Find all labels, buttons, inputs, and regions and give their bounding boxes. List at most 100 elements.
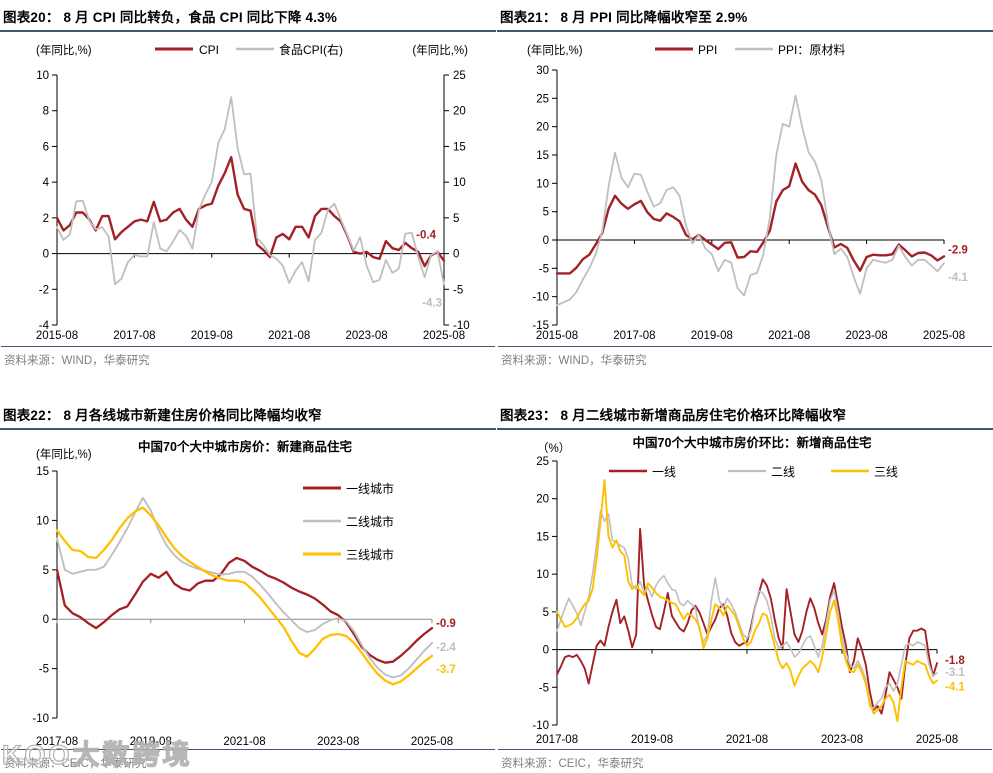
series-end-label: -4.1 bbox=[945, 681, 965, 693]
x-tick-label: 2025-08 bbox=[411, 736, 453, 748]
legend-label: 一线城市 bbox=[346, 481, 394, 496]
legend-label: PPI：原材料 bbox=[778, 43, 845, 57]
chart-panel-house-price-mom: 图表23： 8 月二线城市新增商品房住宅价格环比降幅收窄 中国70个大中城市房价… bbox=[497, 400, 993, 771]
chart-subtitle: 中国70个大中城市房价环比：新增商品住宅 bbox=[633, 435, 872, 450]
series-line-3 bbox=[55, 506, 434, 686]
y-tick-label: 10 bbox=[536, 569, 549, 581]
y-tick-label: 20 bbox=[536, 122, 549, 134]
y-tick-label: 10 bbox=[36, 515, 49, 527]
legend-label: PPI bbox=[698, 43, 717, 57]
y-tick-label: -4 bbox=[39, 320, 50, 332]
x-tick-label: 2017-08 bbox=[36, 736, 78, 748]
y-tick-label: -10 bbox=[453, 320, 470, 332]
y-tick-label: 6 bbox=[43, 141, 49, 153]
y-tick-label: 5 bbox=[43, 565, 49, 577]
legend-label: 三线 bbox=[874, 465, 898, 479]
y-tick-label: 15 bbox=[536, 531, 549, 543]
y-tick-label: 15 bbox=[536, 150, 549, 162]
x-tick-label: 2021-08 bbox=[268, 330, 310, 342]
y-tick-label: 25 bbox=[536, 456, 549, 468]
series-end-label: -0.4 bbox=[416, 230, 436, 242]
source-note: 资料来源：WIND，华泰研究 bbox=[498, 346, 992, 368]
y-tick-label: -10 bbox=[32, 713, 49, 725]
legend-label: 一线 bbox=[652, 465, 676, 479]
y-tick-label: 5 bbox=[453, 213, 459, 225]
cpi-line-chart: (年同比,%) (年同比,%)1086420-2-42520151050-5-10… bbox=[36, 42, 470, 342]
y-axis-unit-left: (年同比,%) bbox=[527, 43, 583, 57]
figure-title: 图表23： 8 月二线城市新增商品房住宅价格环比降幅收窄 bbox=[497, 400, 993, 430]
series-end-label: -1.8 bbox=[945, 655, 965, 667]
legend-label: 食品CPI(右) bbox=[279, 42, 343, 57]
series-end-label: -4.1 bbox=[948, 272, 968, 284]
y-tick-label: 4 bbox=[43, 177, 50, 189]
y-axis-unit-left: （%） bbox=[537, 442, 570, 455]
y-tick-label: 5 bbox=[543, 207, 549, 219]
x-tick-label: 2019-08 bbox=[691, 330, 733, 342]
legend-label: 二线 bbox=[771, 465, 795, 479]
x-tick-label: 2015-08 bbox=[536, 330, 578, 342]
figure-title: 图表22： 8 月各线城市新建住房价格同比降幅均收窄 bbox=[0, 400, 496, 430]
y-tick-label: 8 bbox=[43, 106, 49, 118]
y-tick-label: 30 bbox=[536, 65, 549, 77]
y-tick-label: -15 bbox=[532, 320, 549, 332]
y-tick-label: 10 bbox=[453, 177, 466, 189]
x-tick-label: 2025-08 bbox=[923, 330, 965, 342]
chart-panel-house-price-yoy: 图表22： 8 月各线城市新建住房价格同比降幅均收窄 中国70个大中城市房价：新… bbox=[0, 400, 496, 771]
series-line-1 bbox=[556, 527, 938, 715]
series-line-2 bbox=[556, 510, 938, 710]
x-tick-label: 2019-08 bbox=[130, 736, 172, 748]
chart-panel-cpi: 图表20： 8 月 CPI 同比转负，食品 CPI 同比下降 4.3% (年同比… bbox=[0, 2, 496, 368]
legend-label: 二线城市 bbox=[346, 514, 394, 529]
y-axis-unit-left: (年同比,%) bbox=[36, 447, 92, 461]
x-tick-label: 2021-08 bbox=[768, 330, 810, 342]
y-axis-unit-right: (年同比,%) bbox=[412, 43, 468, 57]
series-end-label: -2.4 bbox=[436, 642, 456, 654]
x-tick-label: 2021-08 bbox=[223, 736, 265, 748]
series-line-1 bbox=[55, 556, 434, 664]
chart-panel-ppi: 图表21： 8 月 PPI 同比降幅收窄至 2.9% (年同比,%) 30 25 20… bbox=[497, 2, 993, 368]
y-tick-label: -5 bbox=[539, 682, 549, 694]
series-line-3 bbox=[556, 478, 938, 723]
x-tick-label: 2025-08 bbox=[423, 330, 465, 342]
x-tick-label: 2019-08 bbox=[631, 734, 673, 746]
figure-title: 图表21： 8 月 PPI 同比降幅收窄至 2.9% bbox=[497, 2, 993, 32]
y-tick-label: 5 bbox=[543, 607, 549, 619]
y-tick-label: -5 bbox=[39, 664, 49, 676]
legend-label: 三线城市 bbox=[346, 547, 394, 562]
y-tick-label: -10 bbox=[532, 292, 549, 304]
series-end-label: -0.9 bbox=[436, 618, 456, 630]
y-tick-label: 25 bbox=[453, 70, 466, 82]
x-tick-label: 2023-08 bbox=[345, 330, 387, 342]
x-tick-label: 2017-08 bbox=[113, 330, 155, 342]
y-tick-label: 20 bbox=[453, 106, 466, 118]
x-tick-label: 2023-08 bbox=[821, 734, 863, 746]
y-tick-label: 10 bbox=[536, 178, 549, 190]
series-end-label: -3.7 bbox=[436, 664, 456, 676]
x-tick-label: 2021-08 bbox=[726, 734, 768, 746]
y-tick-label: 0 bbox=[543, 645, 549, 657]
series-line-2 bbox=[56, 96, 445, 286]
x-tick-label: 2025-08 bbox=[916, 734, 958, 746]
x-tick-label: 2023-08 bbox=[845, 330, 887, 342]
y-tick-label: 15 bbox=[36, 466, 49, 478]
source-note: 资料来源：WIND，华泰研究 bbox=[1, 346, 495, 368]
y-tick-label: -2 bbox=[39, 284, 49, 296]
source-note: 资料来源：CEIC，华泰研究 bbox=[1, 749, 495, 771]
series-line-1 bbox=[555, 162, 946, 275]
figure-title: 图表20： 8 月 CPI 同比转负，食品 CPI 同比下降 4.3% bbox=[0, 2, 496, 32]
x-tick-label: 2023-08 bbox=[317, 736, 359, 748]
house-price-mom-line-chart: 中国70个大中城市房价环比：新增商品住宅 （%）25 20 15 10 5 0 -5 -10 20… bbox=[532, 435, 965, 746]
y-tick-label: 0 bbox=[453, 249, 459, 261]
y-tick-label: -5 bbox=[539, 263, 549, 275]
house-price-yoy-line-chart: 中国70个大中城市房价：新建商品住宅 (年同比,%) 15 10 5 0 -5 -10 2017… bbox=[32, 439, 456, 748]
y-tick-label: 0 bbox=[543, 235, 549, 247]
y-tick-label: 20 bbox=[536, 494, 549, 506]
y-tick-label: -5 bbox=[453, 284, 463, 296]
x-tick-label: 2015-08 bbox=[36, 330, 78, 342]
series-line-2 bbox=[56, 496, 433, 679]
series-end-label: -4.3 bbox=[422, 297, 442, 309]
series-line-1 bbox=[55, 155, 446, 268]
source-note: 资料来源：CEIC，华泰研究 bbox=[498, 749, 992, 771]
x-tick-label: 2019-08 bbox=[191, 330, 233, 342]
